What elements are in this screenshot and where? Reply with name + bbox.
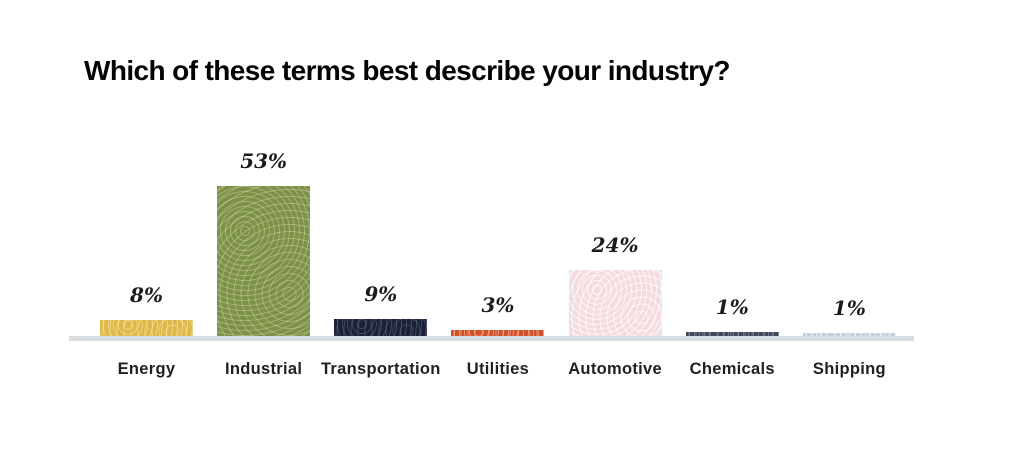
category-label-shipping: Shipping xyxy=(812,360,886,378)
bar-column-automotive: 24% xyxy=(568,0,662,336)
bar-shipping xyxy=(802,333,896,336)
category-label-industrial: Industrial xyxy=(225,360,303,378)
category-label-utilities: Utilities xyxy=(466,360,530,378)
bar-value-label-utilities: 3% xyxy=(481,293,515,317)
bar-value-label-transportation: 9% xyxy=(364,282,398,306)
bar-transportation xyxy=(334,319,428,336)
bar-value-label-automotive: 24% xyxy=(591,233,639,257)
category-label-energy: Energy xyxy=(117,360,176,378)
bar-chemicals xyxy=(685,332,779,336)
x-axis-line xyxy=(69,336,914,341)
bar-column-energy: 8% xyxy=(100,0,193,336)
bar-automotive xyxy=(568,270,662,336)
bar-energy xyxy=(100,320,193,336)
bar-value-label-shipping: 1% xyxy=(832,296,866,320)
bar-column-transportation: 9% xyxy=(334,0,428,336)
category-label-chemicals: Chemicals xyxy=(689,360,775,378)
bar-value-label-chemicals: 1% xyxy=(715,295,749,319)
bar-value-label-industrial: 53% xyxy=(240,149,288,173)
bar-utilities xyxy=(451,330,545,336)
bar-value-label-energy: 8% xyxy=(130,283,163,307)
bar-column-utilities: 3% xyxy=(451,0,545,336)
category-label-transportation: Transportation xyxy=(320,360,441,378)
bar-industrial xyxy=(217,186,311,336)
category-label-automotive: Automotive xyxy=(568,360,662,378)
bar-column-industrial: 53% xyxy=(217,0,311,336)
bar-column-shipping: 1% xyxy=(802,0,896,336)
chart-title: Which of these terms best describe your … xyxy=(84,55,730,86)
bar-column-chemicals: 1% xyxy=(685,0,779,336)
